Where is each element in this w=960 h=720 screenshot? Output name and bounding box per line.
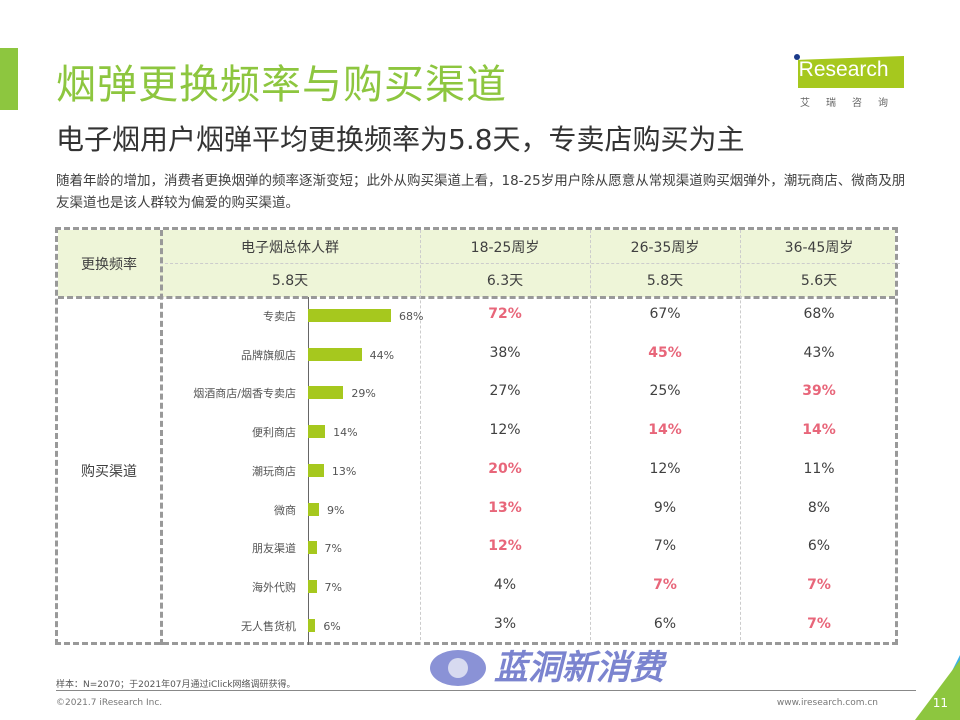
page-title: 烟弹更换频率与购买渠道	[56, 62, 507, 108]
column-header: 26-35周岁	[630, 239, 700, 256]
header-divider	[58, 296, 895, 299]
freq-label: 更换频率	[81, 256, 137, 273]
watermark: 蓝洞新消费	[430, 647, 664, 689]
corner-decoration-green	[915, 660, 960, 720]
bar-value: 6%	[323, 619, 341, 633]
logo-cn: 艾瑞咨询	[800, 98, 904, 109]
cell-value: 7%	[807, 615, 831, 632]
column-divider	[590, 230, 591, 645]
cell-value: 7%	[653, 576, 677, 593]
channel-name: 品牌旗舰店	[241, 348, 296, 362]
page-subtitle: 电子烟用户烟弹平均更换频率为5.8天，专卖店购买为主	[56, 123, 745, 156]
page-number: 11	[932, 696, 948, 710]
cell-value: 9%	[653, 499, 677, 516]
description: 随着年龄的增加，消费者更换烟弹的频率逐渐变短；此外从购买渠道上看，18-25岁用…	[56, 173, 906, 211]
website-url: www.iresearch.com.cn	[776, 698, 878, 708]
column-header: 36-45周岁	[784, 239, 854, 256]
bar-4	[308, 463, 324, 477]
footer-line	[56, 690, 916, 691]
channel-name: 潮玩商店	[252, 464, 296, 478]
bar-6	[308, 541, 317, 555]
copyright: ©2021.7 iResearch Inc.	[56, 698, 163, 708]
bar-value: 7%	[324, 580, 342, 594]
cell-value: 38%	[489, 344, 521, 361]
cell-value: 27%	[489, 383, 521, 400]
bar-value: 9%	[326, 503, 345, 517]
sample-note: 样本：N=2070；于2021年07月通过iClick网络调研获得。	[56, 680, 296, 690]
data-table: 更换频率 购买渠道 电子烟总体人群 5.8天 18-25周岁 6.3天 26-35周岁 5…	[55, 227, 900, 645]
freq-value: 5.6天	[800, 272, 838, 289]
freq-value: 6.3天	[486, 272, 524, 289]
channel-name: 微商	[274, 503, 296, 517]
cell-value: 45%	[648, 344, 682, 361]
cell-value: 12%	[649, 460, 681, 477]
bar-value: 14%	[333, 426, 358, 440]
logo-box	[798, 56, 904, 88]
eye-logo-icon	[430, 650, 486, 686]
cell-value: 14%	[802, 422, 836, 439]
cell-value: 8%	[807, 499, 831, 516]
bar-7	[308, 579, 317, 593]
channel-label: 购买渠道	[81, 464, 137, 480]
cell-value: 67%	[649, 306, 681, 322]
freq-value: 5.8天	[646, 272, 684, 289]
column-divider	[740, 230, 741, 645]
logo-dot	[794, 54, 800, 60]
bar-2	[308, 386, 344, 400]
bar-value: 29%	[351, 387, 376, 401]
cell-value: 12%	[488, 538, 522, 555]
label-divider	[160, 230, 163, 645]
cell-value: 39%	[802, 383, 836, 400]
logo-text: iResearch	[794, 58, 889, 81]
bar-value: 13%	[331, 464, 357, 478]
channel-name: 烟酒商店/烟香专卖店	[193, 387, 296, 401]
bar-1	[308, 347, 362, 361]
cell-value: 12%	[489, 422, 521, 439]
cell-value: 43%	[803, 344, 835, 361]
watermark-text: 蓝洞新消费	[494, 648, 664, 688]
bar-0	[308, 309, 391, 322]
accent-bar	[0, 48, 18, 110]
cell-value: 6%	[653, 615, 677, 632]
bar-value: 68%	[398, 310, 424, 323]
header-row-divider	[160, 263, 900, 264]
cell-value: 11%	[803, 460, 835, 477]
channel-name: 海外代购	[252, 580, 296, 594]
column-divider	[420, 230, 421, 645]
channel-name: 朋友渠道	[252, 542, 296, 556]
cell-value: 68%	[803, 306, 835, 322]
cell-value: 72%	[488, 306, 522, 322]
channel-name: 专卖店	[263, 310, 296, 323]
column-header: 18-25周岁	[470, 239, 540, 256]
freq-value: 5.8天	[271, 272, 309, 289]
channel-name: 便利商店	[252, 426, 296, 440]
cell-value: 7%	[807, 576, 831, 593]
bar-3	[308, 425, 326, 439]
cell-value: 20%	[488, 460, 522, 477]
column-header: 电子烟总体人群	[241, 239, 339, 256]
bar-value: 44%	[369, 348, 395, 362]
cell-value: 7%	[653, 538, 677, 555]
cell-value: 13%	[488, 499, 522, 516]
channel-name: 无人售货机	[241, 619, 296, 633]
cell-value: 6%	[807, 538, 831, 555]
cell-value: 3%	[493, 615, 517, 632]
bar-8	[308, 618, 316, 632]
bar-value: 7%	[324, 542, 342, 556]
cell-value: 14%	[648, 422, 682, 439]
bar-5	[308, 502, 319, 516]
cell-value: 25%	[649, 383, 681, 400]
cell-value: 4%	[493, 576, 517, 593]
